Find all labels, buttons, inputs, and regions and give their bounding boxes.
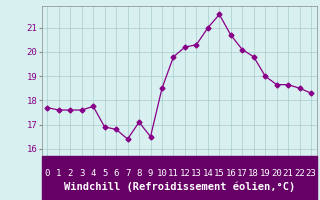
Text: 9: 9: [148, 168, 153, 178]
Text: 10: 10: [156, 168, 167, 178]
Text: 4: 4: [91, 168, 96, 178]
Text: Windchill (Refroidissement éolien,°C): Windchill (Refroidissement éolien,°C): [64, 182, 295, 192]
Text: 6: 6: [114, 168, 119, 178]
Text: 19: 19: [260, 168, 271, 178]
Text: 14: 14: [203, 168, 213, 178]
Text: 21: 21: [283, 168, 293, 178]
Text: 5: 5: [102, 168, 107, 178]
Text: 12: 12: [180, 168, 190, 178]
Text: 8: 8: [136, 168, 142, 178]
Text: 16: 16: [225, 168, 236, 178]
Text: 3: 3: [79, 168, 84, 178]
Text: 2: 2: [68, 168, 73, 178]
Text: 22: 22: [294, 168, 305, 178]
Text: 18: 18: [248, 168, 259, 178]
Text: 20: 20: [271, 168, 282, 178]
Text: 7: 7: [125, 168, 130, 178]
Text: 17: 17: [237, 168, 248, 178]
Text: 23: 23: [306, 168, 316, 178]
Text: 11: 11: [168, 168, 179, 178]
Text: 13: 13: [191, 168, 202, 178]
Text: 0: 0: [45, 168, 50, 178]
Text: 15: 15: [214, 168, 225, 178]
Text: 1: 1: [56, 168, 61, 178]
